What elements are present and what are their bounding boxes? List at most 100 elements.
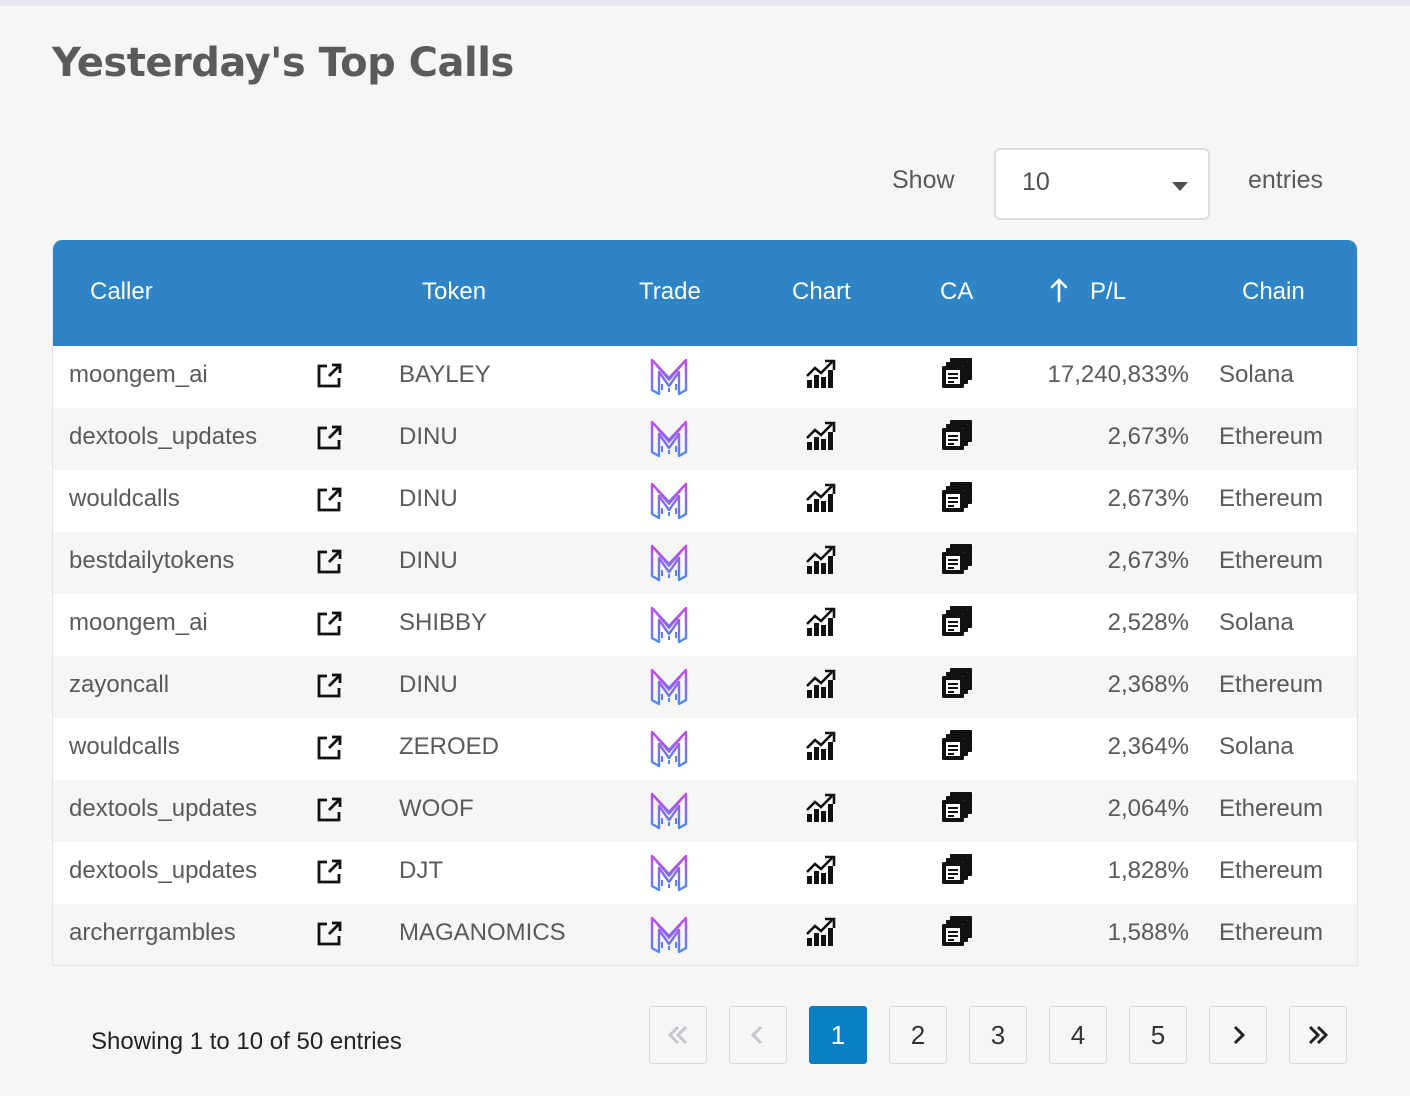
profit-loss: 2,364%: [1107, 733, 1189, 760]
chart-icon[interactable]: [805, 916, 837, 955]
table-row: archerrgambles MAGANOMICS: [53, 904, 1357, 965]
page-button-3[interactable]: 3: [969, 1006, 1027, 1064]
external-link-icon[interactable]: [315, 548, 343, 583]
token-symbol: WOOF: [399, 795, 474, 822]
caller-name: wouldcalls: [69, 485, 180, 512]
chain-name: Solana: [1219, 361, 1294, 388]
trade-bot-logo-icon[interactable]: [649, 666, 689, 713]
chart-icon[interactable]: [805, 358, 837, 397]
chain-name: Solana: [1219, 609, 1294, 636]
header-token[interactable]: Token: [422, 278, 487, 305]
chart-icon[interactable]: [805, 420, 837, 459]
chain-name: Ethereum: [1219, 919, 1324, 946]
trade-bot-logo-icon[interactable]: [649, 418, 689, 465]
caller-name: dextools_updates: [69, 795, 258, 822]
chain-name: Ethereum: [1219, 423, 1324, 450]
trade-bot-logo-icon[interactable]: [649, 604, 689, 651]
table-row: dextools_updates DJT: [53, 842, 1357, 904]
page-button-1[interactable]: 1: [809, 1006, 867, 1064]
external-link-icon[interactable]: [315, 734, 343, 769]
token-symbol: DINU: [399, 547, 458, 574]
top-divider: [0, 0, 1410, 6]
copy-icon[interactable]: [940, 542, 974, 583]
caller-name: dextools_updates: [69, 423, 258, 450]
last-page-button[interactable]: [1289, 1006, 1347, 1064]
chart-icon[interactable]: [805, 668, 837, 707]
chain-name: Ethereum: [1219, 671, 1324, 698]
page-number: 1: [830, 1019, 846, 1050]
page-button-2[interactable]: 2: [889, 1006, 947, 1064]
caller-name: dextools_updates: [69, 857, 258, 884]
token-symbol: ZEROED: [399, 733, 500, 760]
chart-icon[interactable]: [805, 854, 837, 893]
trade-bot-logo-icon[interactable]: [649, 356, 689, 403]
table-info: Showing 1 to 10 of 50 entries: [91, 1028, 402, 1055]
copy-icon[interactable]: [940, 604, 974, 645]
copy-icon[interactable]: [940, 356, 974, 397]
chart-icon[interactable]: [805, 606, 837, 645]
copy-icon[interactable]: [940, 728, 974, 769]
copy-icon[interactable]: [940, 666, 974, 707]
external-link-icon[interactable]: [315, 610, 343, 645]
caller-name: bestdailytokens: [69, 547, 235, 574]
token-symbol: DINU: [399, 485, 458, 512]
profit-loss: 2,368%: [1107, 671, 1189, 698]
table-row: dextools_updates WOOF: [53, 780, 1357, 842]
table-row: moongem_ai BAYLEY: [53, 346, 1357, 408]
next-page-button[interactable]: [1209, 1006, 1267, 1064]
trade-bot-logo-icon[interactable]: [649, 790, 689, 837]
chain-name: Ethereum: [1219, 795, 1324, 822]
trade-bot-logo-icon[interactable]: [649, 480, 689, 527]
chart-icon[interactable]: [805, 544, 837, 583]
external-link-icon[interactable]: [315, 796, 343, 831]
header-pl[interactable]: P/L: [1090, 278, 1127, 305]
header-chart[interactable]: Chart: [792, 278, 851, 305]
external-link-icon[interactable]: [315, 858, 343, 893]
table-row: dextools_updates DINU: [53, 408, 1357, 470]
page-number: 5: [1150, 1019, 1166, 1050]
trade-bot-logo-icon[interactable]: [649, 852, 689, 899]
chart-icon[interactable]: [805, 792, 837, 831]
external-link-icon[interactable]: [315, 424, 343, 459]
header-chain[interactable]: Chain: [1242, 278, 1305, 305]
token-symbol: DINU: [399, 671, 458, 698]
caller-name: archerrgambles: [69, 919, 236, 946]
chart-icon[interactable]: [805, 482, 837, 521]
chain-name: Solana: [1219, 733, 1294, 760]
page-number: 3: [990, 1019, 1006, 1050]
header-caller[interactable]: Caller: [90, 278, 153, 305]
profit-loss: 2,673%: [1107, 547, 1189, 574]
trade-bot-logo-icon[interactable]: [649, 914, 689, 961]
next-page-icon: [1233, 1025, 1246, 1045]
page-button-5[interactable]: 5: [1129, 1006, 1187, 1064]
page-number: 4: [1070, 1019, 1086, 1050]
external-link-icon[interactable]: [315, 362, 343, 397]
token-symbol: SHIBBY: [399, 609, 488, 636]
external-link-icon[interactable]: [315, 486, 343, 521]
entries-select[interactable]: 10: [994, 148, 1210, 220]
copy-icon[interactable]: [940, 480, 974, 521]
header-ca[interactable]: CA: [940, 278, 974, 305]
external-link-icon[interactable]: [315, 672, 343, 707]
external-link-icon[interactable]: [315, 920, 343, 955]
copy-icon[interactable]: [940, 914, 974, 955]
show-label: Show: [892, 166, 955, 194]
trade-bot-logo-icon[interactable]: [649, 542, 689, 589]
copy-icon[interactable]: [940, 790, 974, 831]
copy-icon[interactable]: [940, 418, 974, 459]
caller-name: wouldcalls: [69, 733, 180, 760]
page-button-4[interactable]: 4: [1049, 1006, 1107, 1064]
profit-loss: 1,828%: [1107, 857, 1189, 884]
first-page-icon: [667, 1025, 688, 1045]
first-page-button[interactable]: [649, 1006, 707, 1064]
header-trade[interactable]: Trade: [639, 278, 701, 305]
profit-loss: 2,673%: [1107, 423, 1189, 450]
token-symbol: MAGANOMICS: [399, 919, 566, 946]
trade-bot-logo-icon[interactable]: [649, 728, 689, 775]
table-row: wouldcalls ZEROED: [53, 718, 1357, 780]
calls-table: Caller Token Trade Chart CA P/L Chain mo…: [52, 240, 1358, 966]
previous-page-button[interactable]: [729, 1006, 787, 1064]
chart-icon[interactable]: [805, 730, 837, 769]
table-header: Caller Token Trade Chart CA P/L Chain: [53, 240, 1357, 346]
copy-icon[interactable]: [940, 852, 974, 893]
